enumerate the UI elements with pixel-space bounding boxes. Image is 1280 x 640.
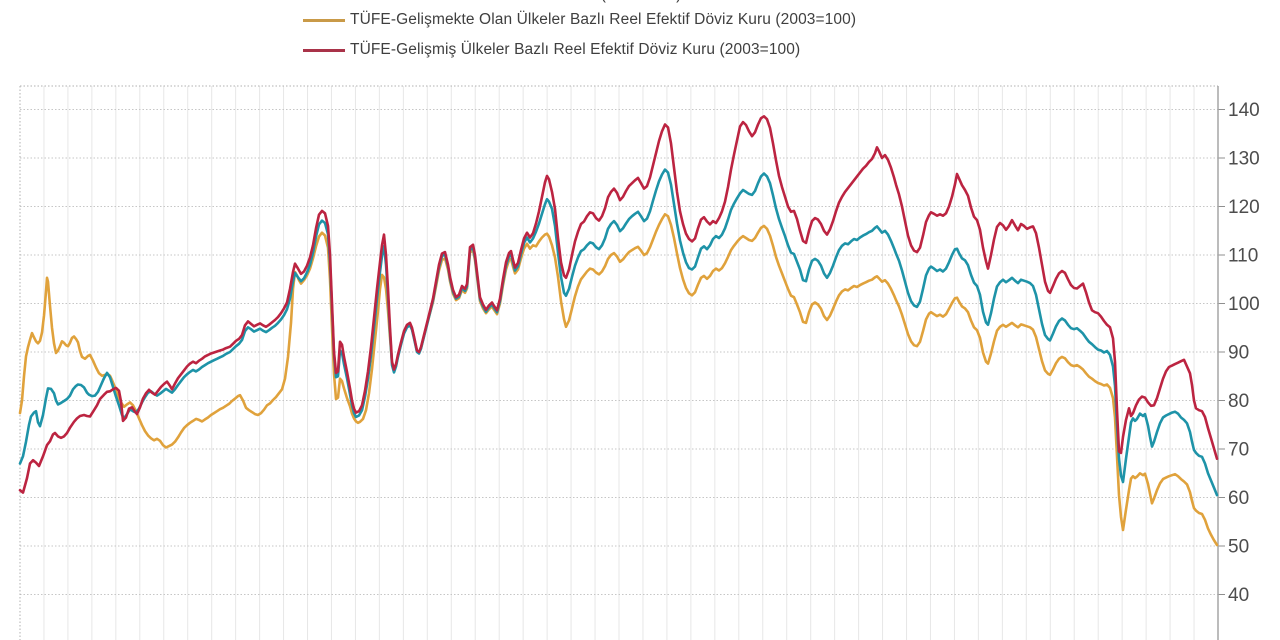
- y-tick-label: 140: [1228, 100, 1260, 121]
- y-tick-label: 100: [1228, 294, 1260, 315]
- legend-swatch-orange: [303, 18, 345, 22]
- legend-item-overall-clipped[interactable]: TÜFE Bazlı Reel Efektif Döviz Kuru (2003…: [303, 0, 681, 4]
- y-tick-label: 80: [1228, 391, 1249, 412]
- legend-swatch-red: [303, 48, 345, 52]
- y-tick-label: 90: [1228, 343, 1249, 364]
- y-tick-label: 70: [1228, 440, 1249, 461]
- legend-label-developing: TÜFE-Gelişmekte Olan Ülkeler Bazlı Reel …: [350, 11, 857, 28]
- y-tick-label: 110: [1228, 246, 1258, 267]
- series-line-2[interactable]: [18, 115, 1219, 494]
- legend-item-developing[interactable]: TÜFE-Gelişmekte Olan Ülkeler Bazlı Reel …: [303, 11, 856, 29]
- y-tick-label: 130: [1228, 149, 1260, 170]
- y-tick-label: 40: [1228, 585, 1249, 606]
- legend-label-developed: TÜFE-Gelişmiş Ülkeler Bazlı Reel Efektif…: [350, 41, 801, 58]
- series-line-0[interactable]: [18, 213, 1219, 547]
- y-tick-label: 50: [1228, 537, 1249, 558]
- series-line-1[interactable]: [18, 168, 1219, 497]
- y-tick-label: 60: [1228, 488, 1249, 509]
- legend-item-developed[interactable]: TÜFE-Gelişmiş Ülkeler Bazlı Reel Efektif…: [303, 41, 800, 59]
- legend-label-overall: TÜFE Bazlı Reel Efektif Döviz Kuru (2003…: [350, 0, 681, 4]
- y-tick-label: 120: [1228, 197, 1260, 218]
